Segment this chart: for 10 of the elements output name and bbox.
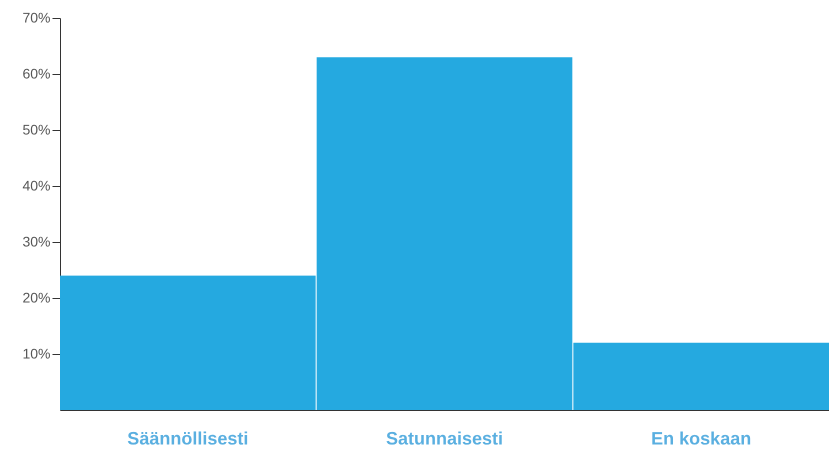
y-tick-label: 30% [22,234,50,250]
y-tick-label: 10% [22,346,50,362]
y-tick-label: 40% [22,178,50,194]
y-tick-label: 60% [22,66,50,82]
x-tick-label: En koskaan [651,428,752,448]
x-tick-label: Säännöllisesti [127,428,248,448]
y-tick-label: 50% [22,122,50,138]
y-tick-label: 70% [22,10,50,26]
y-tick-label: 20% [22,290,50,306]
x-tick-label: Satunnaisesti [386,428,504,448]
